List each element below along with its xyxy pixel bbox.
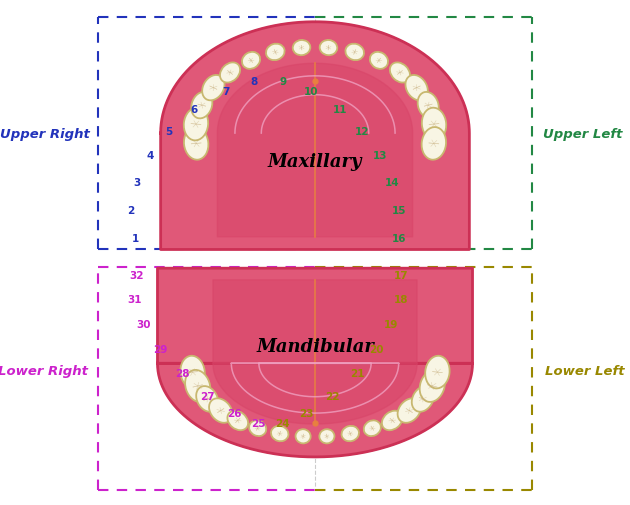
Ellipse shape: [412, 386, 434, 412]
Text: 23: 23: [299, 408, 314, 418]
Ellipse shape: [345, 44, 364, 61]
Ellipse shape: [227, 411, 248, 430]
Text: 4: 4: [146, 150, 154, 161]
Text: 10: 10: [304, 87, 319, 97]
Ellipse shape: [421, 128, 446, 161]
Ellipse shape: [271, 426, 289, 441]
Ellipse shape: [319, 41, 337, 56]
Ellipse shape: [406, 76, 428, 101]
Ellipse shape: [422, 109, 446, 141]
Ellipse shape: [364, 421, 381, 436]
Text: 30: 30: [136, 319, 151, 329]
Text: 17: 17: [393, 270, 408, 280]
Polygon shape: [161, 23, 469, 250]
Text: 7: 7: [222, 87, 229, 97]
Text: 22: 22: [324, 391, 340, 401]
Ellipse shape: [390, 63, 410, 83]
Text: 25: 25: [251, 418, 266, 428]
Ellipse shape: [398, 398, 421, 423]
Ellipse shape: [418, 93, 438, 119]
Ellipse shape: [319, 429, 335, 443]
Text: Upper Left: Upper Left: [543, 127, 622, 140]
Text: 32: 32: [129, 270, 144, 280]
Ellipse shape: [242, 53, 260, 70]
Ellipse shape: [209, 398, 232, 423]
Text: Upper Right: Upper Right: [1, 127, 90, 140]
Ellipse shape: [382, 411, 403, 430]
Text: 18: 18: [393, 294, 408, 304]
Text: 21: 21: [350, 369, 365, 379]
Ellipse shape: [425, 356, 450, 389]
Ellipse shape: [420, 370, 445, 402]
Ellipse shape: [192, 93, 212, 119]
Text: 31: 31: [127, 294, 142, 304]
Polygon shape: [213, 280, 417, 424]
Text: 19: 19: [384, 319, 398, 329]
Text: 14: 14: [384, 178, 399, 188]
Ellipse shape: [180, 356, 205, 389]
Ellipse shape: [266, 44, 285, 61]
Text: 20: 20: [369, 344, 384, 355]
Ellipse shape: [341, 426, 359, 441]
Text: 29: 29: [154, 344, 168, 355]
Polygon shape: [217, 64, 413, 237]
Text: 2: 2: [127, 206, 135, 216]
Text: 5: 5: [165, 126, 173, 136]
Ellipse shape: [295, 429, 311, 443]
Ellipse shape: [184, 109, 208, 141]
Ellipse shape: [370, 53, 388, 70]
Text: 15: 15: [392, 206, 407, 216]
Text: 24: 24: [275, 418, 290, 428]
Ellipse shape: [202, 76, 224, 101]
Text: 27: 27: [200, 391, 215, 401]
Text: Lower Right: Lower Right: [0, 365, 88, 378]
Ellipse shape: [185, 370, 210, 402]
Text: 9: 9: [279, 77, 287, 87]
Text: 3: 3: [134, 178, 141, 188]
Text: Mandibular: Mandibular: [256, 337, 374, 355]
Text: 12: 12: [355, 126, 370, 136]
Text: 13: 13: [372, 150, 387, 161]
Ellipse shape: [249, 421, 266, 436]
Text: 28: 28: [175, 369, 190, 379]
Text: 8: 8: [250, 77, 258, 87]
Text: 6: 6: [190, 105, 198, 115]
Polygon shape: [158, 269, 472, 457]
Text: 16: 16: [392, 234, 407, 244]
Text: 1: 1: [132, 234, 139, 244]
Ellipse shape: [220, 63, 240, 83]
Text: Lower Left: Lower Left: [545, 365, 624, 378]
Ellipse shape: [196, 386, 218, 412]
Ellipse shape: [293, 41, 311, 56]
Text: 11: 11: [333, 105, 348, 115]
Ellipse shape: [184, 128, 209, 161]
Text: Maxillary: Maxillary: [268, 153, 362, 171]
Text: 26: 26: [227, 408, 242, 418]
